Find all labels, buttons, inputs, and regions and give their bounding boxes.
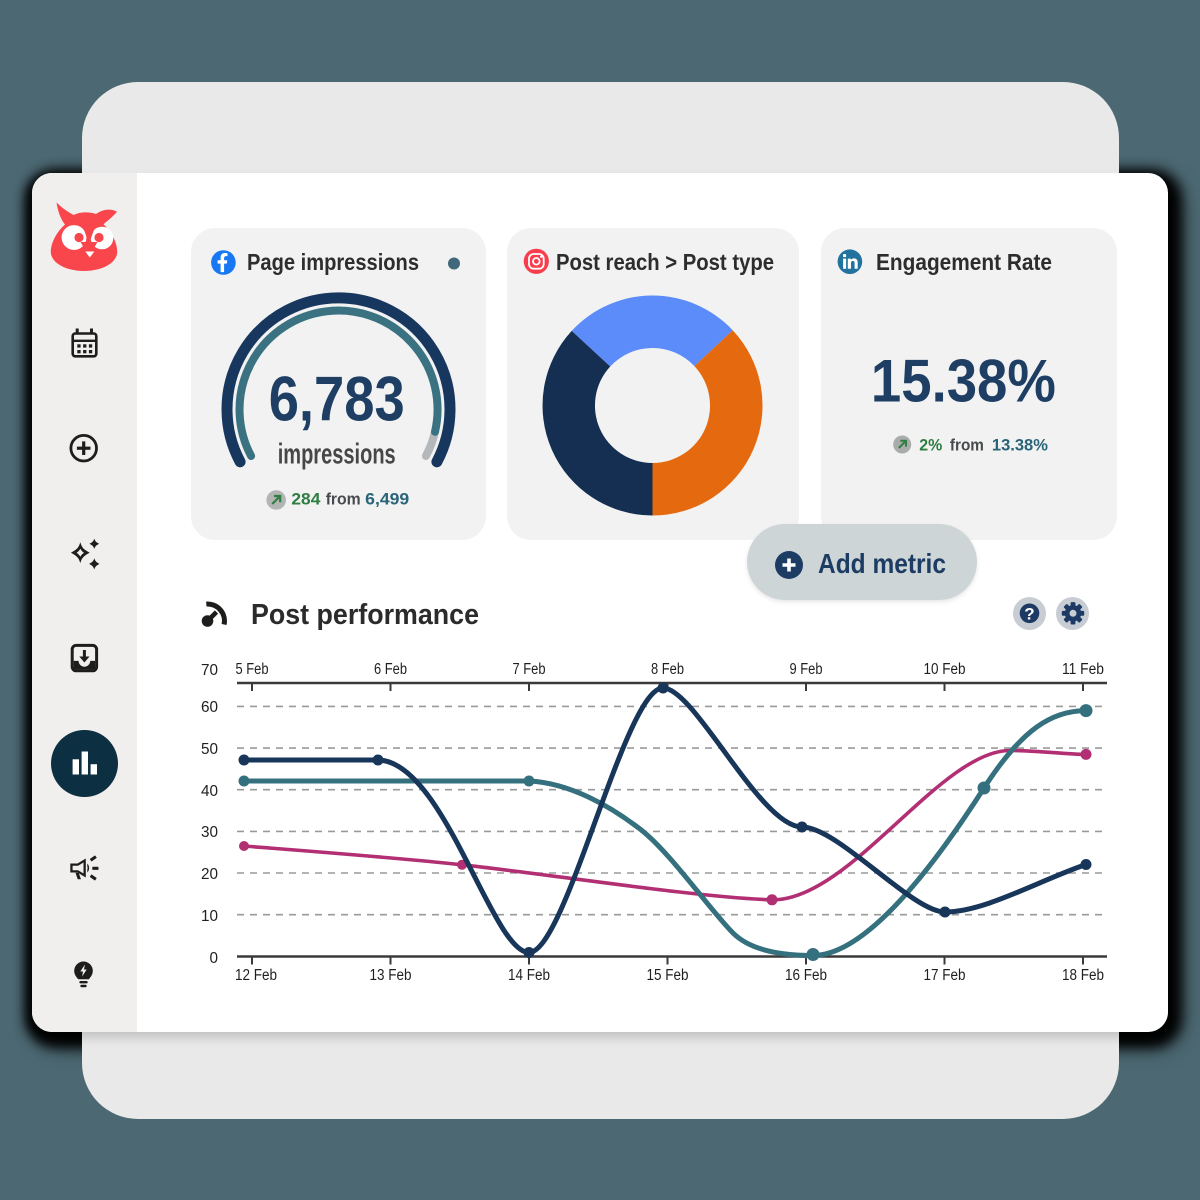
svg-text:15.38%: 15.38% (871, 348, 1056, 415)
svg-text:?: ? (1024, 605, 1034, 624)
svg-text:Page impressions: Page impressions (247, 249, 419, 275)
svg-text:50: 50 (201, 741, 218, 758)
svg-text:9 Feb: 9 Feb (790, 661, 823, 678)
svg-text:40: 40 (201, 783, 218, 800)
svg-text:5 Feb: 5 Feb (236, 661, 269, 678)
svg-text:15 Feb: 15 Feb (647, 967, 689, 984)
svg-text:13 Feb: 13 Feb (370, 967, 412, 984)
svg-text:6,499: 6,499 (365, 491, 409, 509)
svg-text:10: 10 (201, 908, 218, 925)
svg-text:20: 20 (201, 866, 218, 883)
svg-text:11 Feb: 11 Feb (1062, 661, 1104, 678)
svg-text:284: 284 (291, 491, 320, 509)
svg-text:Add metric: Add metric (818, 548, 946, 579)
svg-text:30: 30 (201, 824, 218, 841)
svg-text:10 Feb: 10 Feb (924, 661, 966, 678)
svg-text:16 Feb: 16 Feb (785, 967, 827, 984)
svg-text:60: 60 (201, 699, 218, 716)
svg-text:from: from (326, 491, 361, 509)
svg-text:7 Feb: 7 Feb (513, 661, 546, 678)
svg-text:Engagement Rate: Engagement Rate (876, 249, 1052, 275)
svg-text:70: 70 (201, 662, 218, 679)
svg-text:6 Feb: 6 Feb (374, 661, 407, 678)
svg-text:13.38%: 13.38% (992, 436, 1049, 454)
svg-text:6,783: 6,783 (269, 364, 405, 434)
svg-text:14 Feb: 14 Feb (508, 967, 550, 984)
svg-text:2%: 2% (919, 436, 942, 454)
svg-text:Post performance: Post performance (251, 599, 479, 631)
svg-text:17 Feb: 17 Feb (924, 967, 966, 984)
svg-text:8 Feb: 8 Feb (651, 661, 684, 678)
svg-text:Post reach > Post type: Post reach > Post type (556, 249, 774, 275)
svg-text:0: 0 (209, 950, 218, 967)
svg-text:impressions: impressions (278, 438, 396, 470)
svg-text:18 Feb: 18 Feb (1062, 967, 1104, 984)
svg-text:12 Feb: 12 Feb (235, 967, 277, 984)
svg-text:from: from (950, 436, 984, 454)
